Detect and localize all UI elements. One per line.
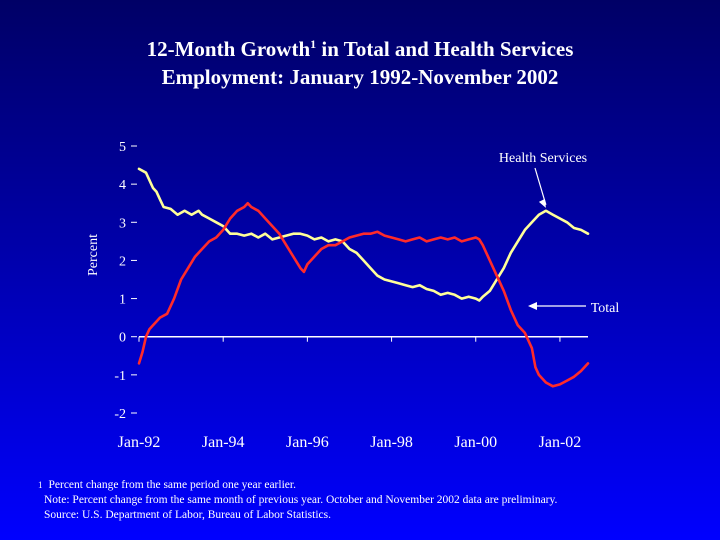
y-tick-label: 1 xyxy=(119,293,126,308)
y-tick-label: 2 xyxy=(119,254,126,269)
chart-title: 12-Month Growth1 in Total and Health Ser… xyxy=(0,30,720,91)
y-tick-label: -1 xyxy=(114,369,126,384)
annotation-total: Total xyxy=(591,301,620,316)
y-tick-label: -2 xyxy=(114,407,126,422)
annotation-arrow-health xyxy=(534,167,547,206)
x-tick-label: Jan-02 xyxy=(539,434,582,451)
footnotes: 1 Percent change from the same period one… xyxy=(38,478,714,523)
x-tick-label: Jan-92 xyxy=(118,434,161,451)
chart-title-line1: 12-Month Growth1 in Total and Health Ser… xyxy=(146,37,574,61)
annotation-arrowhead-health xyxy=(538,198,546,208)
series-line-total xyxy=(137,201,590,388)
y-tick-label: 4 xyxy=(119,178,126,193)
x-tick-label: Jan-96 xyxy=(286,434,329,451)
annotation-arrowhead-total xyxy=(528,302,537,310)
y-tick-label: 5 xyxy=(119,140,126,155)
footnote-source: Source: U.S. Department of Labor, Bureau… xyxy=(44,509,331,521)
x-tick-label: Jan-98 xyxy=(370,434,413,451)
x-tick-label: Jan-00 xyxy=(454,434,497,451)
chart-title-line2: Employment: January 1992-November 2002 xyxy=(161,65,559,89)
y-axis-label: Percent xyxy=(86,234,101,276)
y-tick-label: 0 xyxy=(119,331,126,346)
footnote-mark: 1 xyxy=(38,480,43,490)
footnote-note: Note: Percent change from the same month… xyxy=(44,494,558,506)
x-tick-label: Jan-94 xyxy=(202,434,245,451)
title-footnote-mark: 1 xyxy=(310,37,317,51)
footnote-1: 1 Percent change from the same period one… xyxy=(38,479,296,491)
annotation-health-services: Health Services xyxy=(499,151,587,166)
series-line-health-services xyxy=(137,167,590,302)
y-tick-label: 3 xyxy=(119,216,126,231)
